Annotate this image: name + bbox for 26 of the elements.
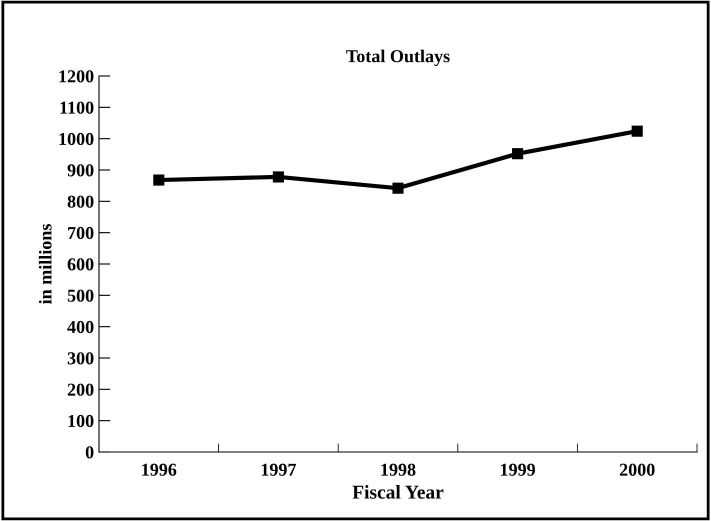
y-tick-label: 800	[68, 196, 94, 208]
y-tick-label: 200	[68, 384, 94, 396]
y-tick-label: 400	[67, 320, 94, 334]
y-tick-label: 500	[68, 290, 94, 302]
x-tick-label: 1996	[142, 464, 176, 476]
y-tick-label: 600	[68, 258, 94, 270]
chart-title: Total Outlays	[346, 50, 450, 66]
y-tick-label: 900	[68, 164, 94, 176]
y-tick-label: 1000	[59, 132, 94, 146]
x-tick-label: 2000	[620, 464, 655, 476]
y-tick-label: 100	[68, 414, 94, 428]
x-tick-label: 1999	[500, 464, 536, 476]
y-tick-label: 300	[68, 352, 94, 364]
point	[272, 171, 284, 182]
y-axis-title: in millions	[38, 224, 52, 304]
point	[512, 148, 524, 160]
x-axis-title: Fiscal Year	[352, 485, 444, 499]
y-tick-label: 1200	[59, 70, 94, 82]
point	[153, 174, 164, 186]
y-tick-label: 0	[86, 446, 94, 458]
y-tick-label: 700	[68, 226, 94, 240]
point	[392, 182, 404, 194]
x-tick-label: 1997	[262, 464, 296, 476]
x-tick-label: 1998	[381, 464, 416, 476]
point	[632, 126, 643, 137]
y-tick-label: 1100	[60, 102, 94, 114]
